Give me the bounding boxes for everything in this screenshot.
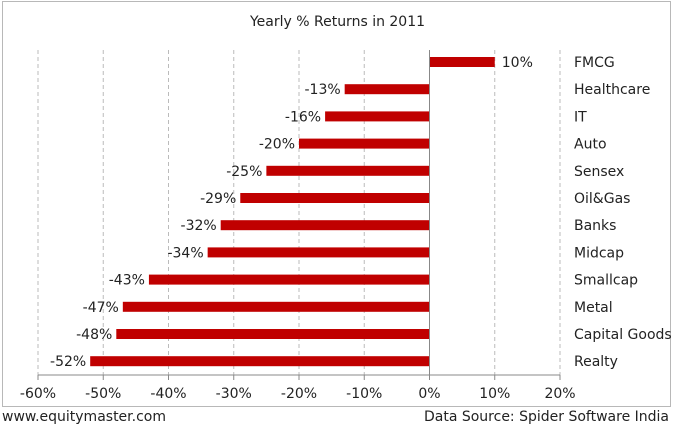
bar bbox=[240, 193, 430, 203]
bar bbox=[207, 247, 430, 258]
bar bbox=[116, 329, 430, 339]
x-tick-label: -40% bbox=[150, 386, 186, 402]
category-label: Realty bbox=[574, 354, 618, 370]
bar-value-label: -48% bbox=[76, 327, 112, 343]
bar bbox=[344, 84, 430, 95]
chart-title: Yearly % Returns in 2011 bbox=[249, 14, 426, 30]
bar bbox=[90, 356, 430, 367]
bar bbox=[220, 220, 430, 231]
bar-value-label: 10% bbox=[502, 55, 533, 71]
category-label: IT bbox=[574, 109, 587, 125]
category-label: Sensex bbox=[574, 164, 624, 180]
bar-value-label: -13% bbox=[305, 82, 341, 98]
x-tick-label: -50% bbox=[85, 386, 121, 402]
category-label: Metal bbox=[574, 300, 613, 316]
bar-value-label: -25% bbox=[226, 164, 262, 180]
bar-value-label: -20% bbox=[259, 137, 295, 153]
bar bbox=[148, 274, 430, 285]
footer-website: www.equitymaster.com bbox=[2, 409, 166, 425]
footer-data-source: Data Source: Spider Software India bbox=[423, 409, 669, 425]
bar bbox=[325, 111, 430, 122]
bar-chart: -60% -50% -40% -30% -20% -10% 0% 10% 20% 10% FMCG -… bbox=[20, 50, 672, 402]
category-label: Smallcap bbox=[574, 273, 638, 289]
bar-value-label: -52% bbox=[50, 354, 86, 370]
x-tick-label: -30% bbox=[216, 386, 252, 402]
bar-value-label: -32% bbox=[181, 218, 217, 234]
chart-frame: Yearly % Returns in 2011 -60% -50% -40% -30… bbox=[2, 1, 672, 407]
bar bbox=[122, 301, 430, 312]
category-label: Midcap bbox=[574, 245, 624, 261]
bar-value-label: -43% bbox=[109, 273, 145, 289]
bar bbox=[429, 57, 495, 67]
bar bbox=[299, 138, 430, 149]
category-label: FMCG bbox=[574, 55, 615, 71]
category-label: Auto bbox=[574, 137, 607, 153]
x-tick-label: 10% bbox=[479, 386, 510, 402]
x-tick-label: 20% bbox=[544, 386, 575, 402]
bar-value-label: -34% bbox=[167, 245, 203, 261]
bar bbox=[266, 165, 430, 176]
category-label: Banks bbox=[574, 218, 616, 234]
bar-value-label: -29% bbox=[200, 191, 236, 207]
category-label: Capital Goods bbox=[574, 327, 672, 343]
category-label: Oil&Gas bbox=[574, 191, 630, 207]
category-label: Healthcare bbox=[574, 82, 650, 98]
x-tick-label: -60% bbox=[20, 386, 56, 402]
bar-value-label: -16% bbox=[285, 109, 321, 125]
x-tick-label: -10% bbox=[346, 386, 382, 402]
x-tick-label: 0% bbox=[418, 386, 440, 402]
x-tick-label: -20% bbox=[281, 386, 317, 402]
bar-value-label: -47% bbox=[83, 300, 119, 316]
